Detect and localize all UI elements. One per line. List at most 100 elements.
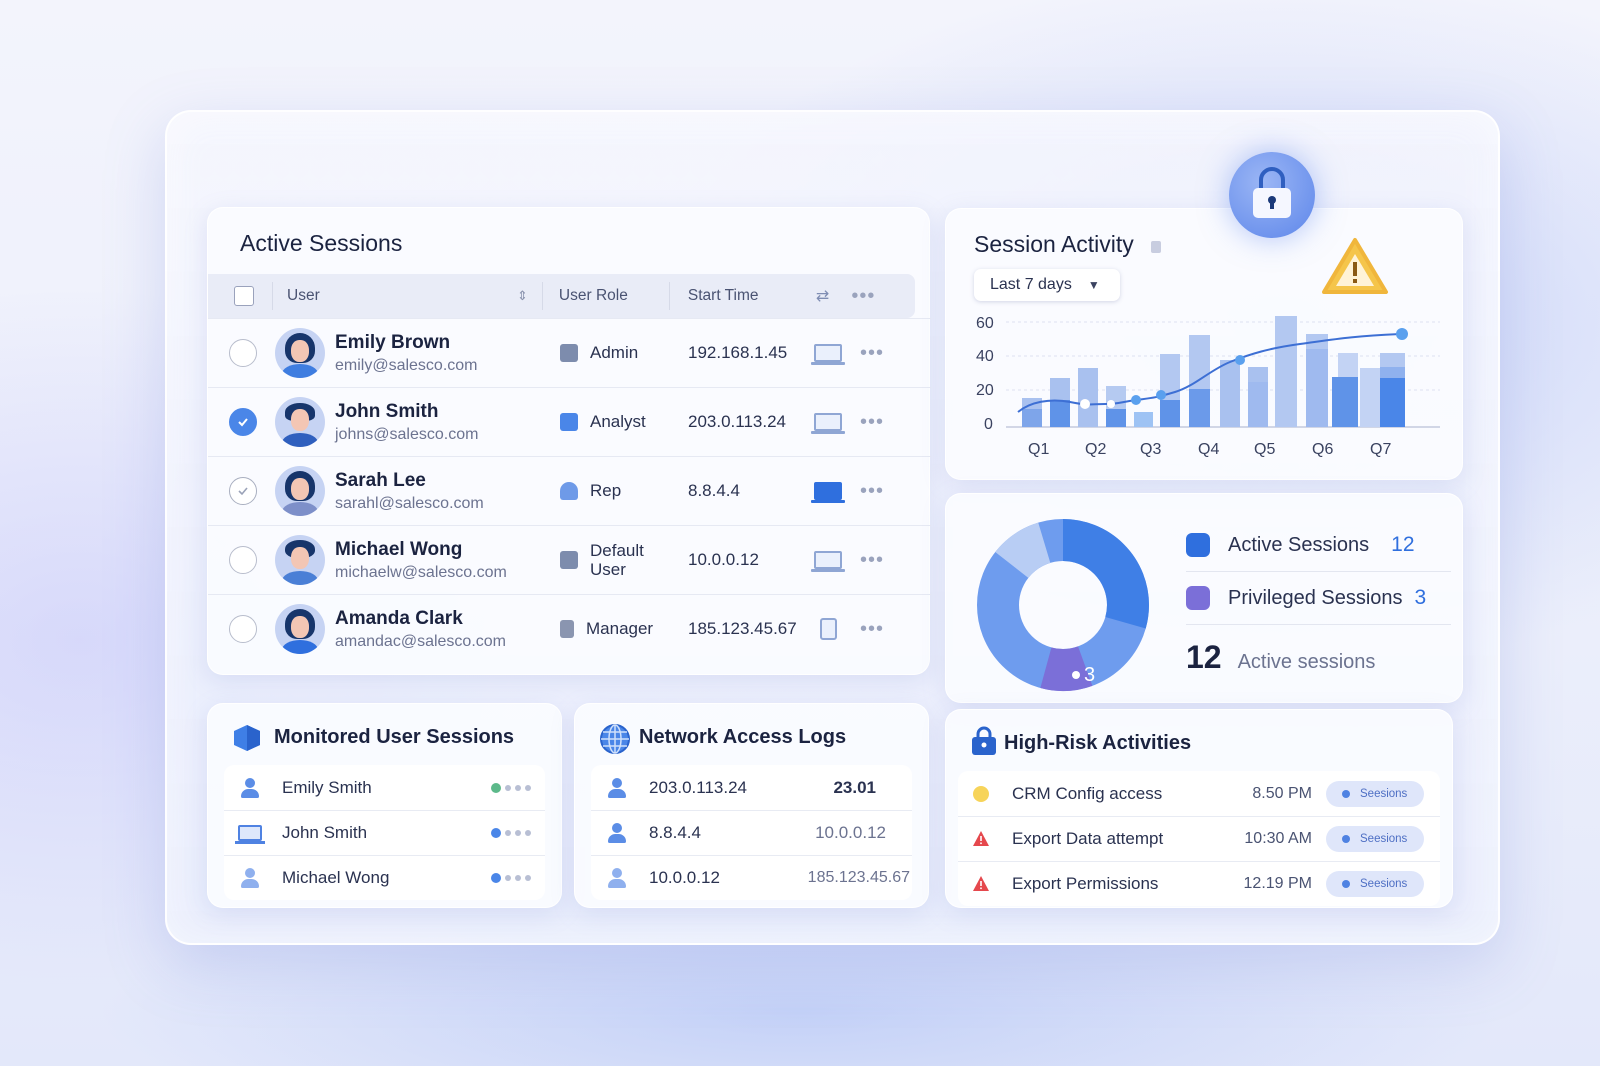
row-more-icon[interactable]: ••• bbox=[860, 479, 885, 502]
user-icon bbox=[607, 777, 627, 798]
row-select-radio[interactable] bbox=[229, 546, 257, 574]
warning-dot-icon bbox=[973, 785, 989, 802]
device-icon bbox=[560, 620, 574, 638]
user-email: sarahl@salesco.com bbox=[335, 494, 484, 512]
select-all-checkbox[interactable] bbox=[234, 286, 254, 306]
filter-icon[interactable]: ⇄ bbox=[815, 288, 830, 305]
avatar bbox=[275, 535, 325, 585]
active-sessions-card: Active Sessions User ⇕ User Role Start T… bbox=[207, 207, 931, 675]
row-more-icon[interactable]: ••• bbox=[860, 617, 885, 640]
date-range-select[interactable]: Last 7 days ▼ bbox=[974, 269, 1120, 301]
legend-label: Privileged Sessions bbox=[1228, 586, 1403, 609]
laptop-icon bbox=[235, 825, 265, 844]
row-select-radio[interactable] bbox=[229, 408, 257, 436]
monitored-user-name: Michael Wong bbox=[282, 868, 390, 887]
row-more-icon[interactable]: ••• bbox=[860, 410, 885, 433]
monitored-list: Emily Smith John Smith Michael Wong bbox=[224, 765, 545, 900]
network-ip: 10.0.0.12 bbox=[649, 868, 720, 887]
list-item[interactable]: Export Permissions 12.19 PM Seesions bbox=[958, 861, 1440, 906]
activity-name: Export Permissions bbox=[1012, 874, 1159, 893]
table-row[interactable]: Amanda Clark amandac@salesco.com Manager … bbox=[208, 594, 931, 663]
list-item[interactable]: Emily Smith bbox=[224, 765, 545, 810]
list-item[interactable]: 10.0.0.12 185.123.45.67 bbox=[591, 855, 912, 900]
user-name: John Smith bbox=[335, 400, 439, 422]
sessions-tag[interactable]: Seesions bbox=[1326, 871, 1424, 897]
warning-icon bbox=[1322, 238, 1388, 294]
donut-badge: 3 bbox=[1084, 664, 1095, 686]
high-risk-title: High-Risk Activities bbox=[1004, 732, 1192, 754]
user-email: michaelw@salesco.com bbox=[335, 563, 507, 581]
ip-address: 203.0.113.24 bbox=[688, 412, 786, 431]
svg-text:Q3: Q3 bbox=[1140, 441, 1161, 458]
list-item[interactable]: John Smith bbox=[224, 810, 545, 855]
svg-text:Q1: Q1 bbox=[1028, 441, 1049, 458]
status-indicator bbox=[491, 873, 531, 883]
table-row[interactable]: Sarah Lee sarahl@salesco.com Rep 8.8.4.4 … bbox=[208, 456, 931, 525]
ip-address: 185.123.45.67 bbox=[688, 619, 797, 638]
svg-text:Q5: Q5 bbox=[1254, 441, 1275, 458]
ip-address: 8.8.4.4 bbox=[688, 481, 740, 500]
legend-label: Active Sessions bbox=[1228, 533, 1370, 556]
svg-text:Q4: Q4 bbox=[1198, 441, 1219, 458]
session-activity-chart: 60 40 20 0 Q1 Q2 Q3 Q4 Q5 Q6 Q7 bbox=[976, 315, 1440, 458]
cube-icon bbox=[234, 725, 260, 751]
more-options-icon[interactable]: ••• bbox=[851, 284, 876, 307]
laptop-icon bbox=[811, 344, 845, 365]
user-name: Sarah Lee bbox=[335, 469, 426, 491]
activity-time: 10:30 AM bbox=[1244, 830, 1312, 847]
avatar bbox=[275, 466, 325, 516]
role-icon bbox=[560, 551, 578, 569]
row-more-icon[interactable]: ••• bbox=[860, 548, 885, 571]
row-select-radio[interactable] bbox=[229, 339, 257, 367]
status-indicator bbox=[491, 828, 531, 838]
ip-address: 10.0.0.12 bbox=[688, 550, 759, 569]
activity-name: CRM Config access bbox=[1012, 783, 1163, 803]
user-icon bbox=[607, 823, 627, 843]
lock-badge-icon bbox=[1229, 152, 1315, 238]
legend-item-privileged: Privileged Sessions 3 bbox=[1186, 572, 1451, 625]
laptop-icon bbox=[811, 551, 845, 572]
tablet-icon bbox=[820, 618, 837, 640]
role-icon bbox=[560, 344, 578, 362]
sort-icon[interactable]: ⇕ bbox=[517, 288, 528, 303]
sessions-summary-card: 3 Active Sessions 12 Privileged Sessions… bbox=[945, 493, 1463, 703]
row-select-radio[interactable] bbox=[229, 615, 257, 643]
sessions-tag[interactable]: Seesions bbox=[1326, 780, 1424, 807]
table-row[interactable]: John Smith johns@salesco.com Analyst 203.… bbox=[208, 387, 931, 456]
sessions-donut-chart: 3 bbox=[977, 519, 1149, 691]
column-user[interactable]: User bbox=[287, 287, 320, 304]
sessions-tag[interactable]: Seesions bbox=[1326, 826, 1424, 852]
user-role: Manager bbox=[586, 619, 654, 638]
avatar bbox=[275, 397, 325, 447]
list-item[interactable]: Michael Wong bbox=[224, 855, 545, 900]
row-select-radio[interactable] bbox=[229, 477, 257, 505]
monitored-user-name: Emily Smith bbox=[282, 777, 372, 797]
table-header: User ⇕ User Role Start Time ⇄ ••• bbox=[208, 274, 915, 318]
list-item[interactable]: 203.0.113.24 23.01 bbox=[591, 765, 912, 810]
list-item[interactable]: Export Data attempt 10:30 AM Seesions bbox=[958, 816, 1440, 861]
table-row[interactable]: Emily Brown emily@salesco.com Admin 192.1… bbox=[208, 318, 931, 387]
network-list: 203.0.113.24 23.01 8.8.4.4 10.0.0.12 10.… bbox=[591, 765, 912, 900]
status-indicator bbox=[491, 782, 531, 793]
list-item[interactable]: CRM Config access 8.50 PM Seesions bbox=[958, 771, 1440, 816]
network-ip: 8.8.4.4 bbox=[649, 823, 701, 842]
network-value: 185.123.45.67 bbox=[807, 869, 910, 886]
legend-value: 3 bbox=[1414, 586, 1427, 609]
monitored-title: Monitored User Sessions bbox=[274, 726, 515, 748]
user-icon bbox=[240, 777, 260, 798]
column-user-role[interactable]: User Role bbox=[558, 287, 628, 304]
active-sessions-title: Active Sessions bbox=[240, 230, 403, 256]
svg-text:0: 0 bbox=[984, 416, 993, 433]
row-more-icon[interactable]: ••• bbox=[860, 341, 885, 364]
table-row[interactable]: Michael Wong michaelw@salesco.com Default… bbox=[208, 525, 931, 594]
svg-text:40: 40 bbox=[976, 348, 994, 365]
user-icon bbox=[607, 868, 627, 888]
legend-item-active: Active Sessions 12 bbox=[1186, 519, 1451, 572]
privileged-swatch bbox=[1186, 586, 1210, 610]
column-start-time[interactable]: Start Time bbox=[687, 287, 759, 304]
list-item[interactable]: 8.8.4.4 10.0.0.12 bbox=[591, 810, 912, 855]
avatar bbox=[275, 328, 325, 378]
globe-icon bbox=[600, 724, 630, 754]
user-name: Amanda Clark bbox=[335, 607, 463, 629]
svg-text:Q7: Q7 bbox=[1370, 441, 1391, 458]
